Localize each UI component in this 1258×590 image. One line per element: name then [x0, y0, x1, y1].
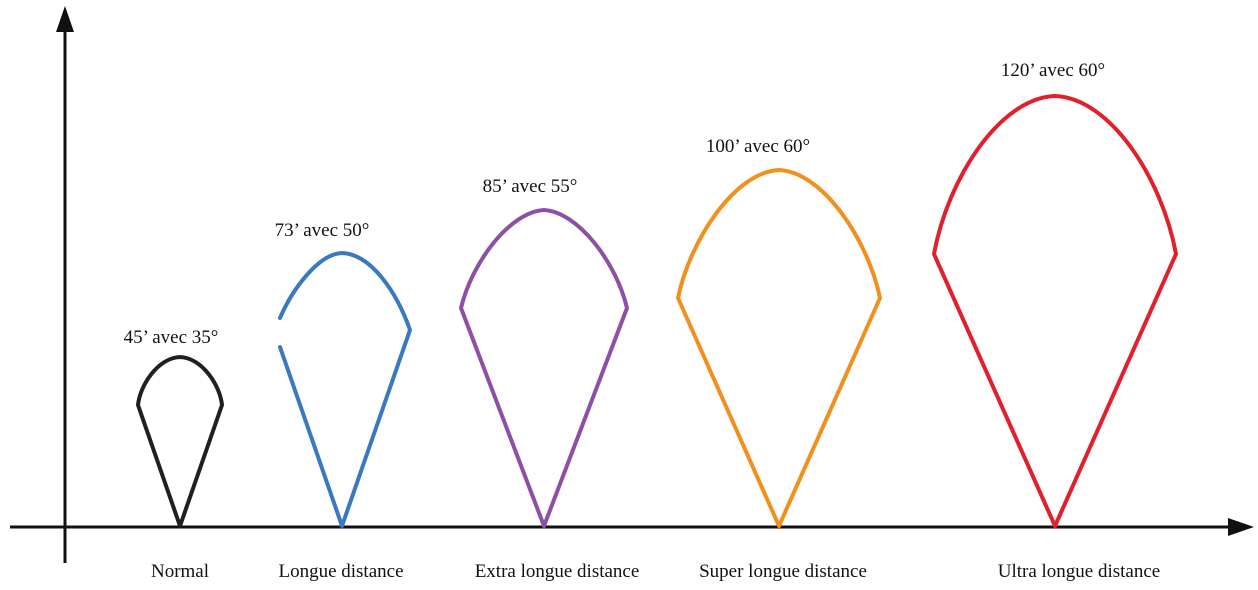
beam-label-normal: 45’ avec 35° [124, 327, 219, 348]
category-label-super: Super longue distance [699, 561, 867, 582]
beam-shape-ultra [932, 94, 1178, 528]
beam-shape-super [676, 168, 882, 528]
category-label-ultra: Ultra longue distance [998, 561, 1161, 582]
category-label-extra: Extra longue distance [475, 561, 640, 582]
beam-shapes [136, 94, 1178, 528]
axes [10, 6, 1254, 563]
category-label-normal: Normal [151, 561, 209, 582]
category-label-long: Longue distance [278, 561, 403, 582]
category-labels: Normal Longue distance Extra longue dist… [151, 561, 1160, 582]
beam-label-super: 100’ avec 60° [706, 136, 810, 157]
beam-shape-extra [459, 208, 629, 528]
beam-label-ultra: 120’ avec 60° [1001, 60, 1105, 81]
beam-shape-normal [136, 355, 224, 528]
beam-shape-long [278, 251, 412, 528]
y-axis-arrow [56, 6, 74, 32]
beam-label-long: 73’ avec 50° [275, 220, 370, 241]
beam-label-extra: 85’ avec 55° [483, 176, 578, 197]
beam-labels: 45’ avec 35° 73’ avec 50° 85’ avec 55° 1… [124, 60, 1106, 348]
x-axis-arrow [1228, 518, 1254, 536]
